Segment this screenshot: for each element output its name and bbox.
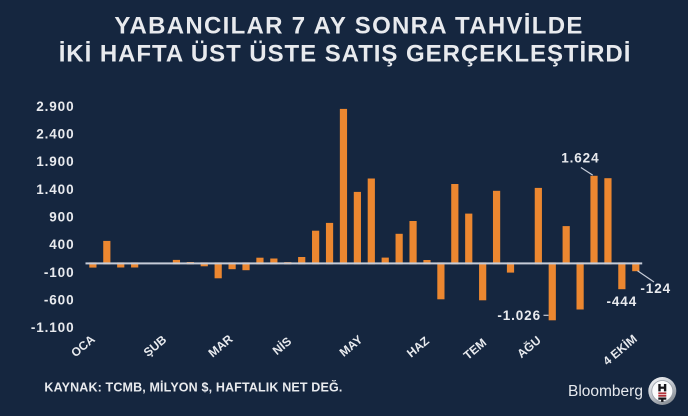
svg-text:2.900: 2.900	[36, 99, 74, 114]
svg-text:1.624: 1.624	[561, 150, 599, 165]
svg-text:-1.026: -1.026	[497, 308, 541, 323]
svg-text:-444: -444	[607, 294, 638, 309]
svg-text:YABANCILAR 7 AY SONRA TAHVİLDE: YABANCILAR 7 AY SONRA TAHVİLDE	[114, 12, 583, 39]
svg-text:2.400: 2.400	[36, 127, 74, 142]
svg-text:-124: -124	[640, 281, 671, 296]
svg-text:900: 900	[49, 210, 74, 225]
svg-text:İKİ HAFTA ÜST ÜSTE SATIŞ GERÇE: İKİ HAFTA ÜST ÜSTE SATIŞ GERÇEKLEŞTİRDİ	[59, 40, 632, 67]
svg-text:1.400: 1.400	[36, 182, 74, 197]
svg-text:-100: -100	[44, 265, 75, 280]
svg-text:KAYNAK: TCMB, MİLYON $, HAFTAL: KAYNAK: TCMB, MİLYON $, HAFTALIK NET DEĞ…	[44, 379, 342, 394]
svg-text:-1.100: -1.100	[31, 320, 75, 335]
svg-text:400: 400	[49, 237, 74, 252]
svg-text:1.900: 1.900	[36, 154, 74, 169]
svg-text:-600: -600	[44, 292, 75, 307]
svg-text:Bloomberg: Bloomberg	[568, 383, 643, 400]
